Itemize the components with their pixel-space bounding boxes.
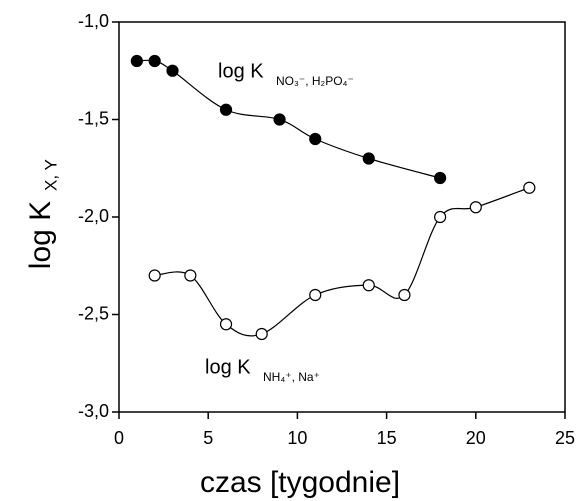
point [434, 210, 447, 224]
point [309, 288, 322, 302]
y-tick-label: -3,0 [78, 401, 109, 421]
x-tick-label: 5 [203, 428, 213, 448]
point [148, 54, 161, 68]
point [130, 54, 143, 68]
y-tick-label: -1,5 [78, 108, 109, 128]
annotation: log K [205, 356, 251, 378]
y-tick-label: -2,5 [78, 303, 109, 323]
point [434, 171, 447, 185]
point [166, 64, 179, 77]
annotation: log K [218, 60, 264, 82]
point [309, 132, 322, 146]
point [523, 181, 536, 194]
x-tick-label: 10 [287, 428, 307, 448]
annotation-subscript: NO₃⁻, H₂PO₄⁻ [276, 74, 354, 88]
point [255, 327, 268, 341]
y-axis-label-group: log K X, Y [24, 159, 61, 269]
y-tick-label: -1,0 [78, 11, 109, 31]
point [398, 288, 411, 302]
point [362, 279, 375, 292]
fit-line [154, 187, 530, 337]
x-tick-label: 20 [466, 428, 486, 448]
point [184, 269, 197, 282]
y-axis-label-subscript: X, Y [41, 159, 60, 191]
y-axis-label: log K [24, 201, 57, 269]
point [362, 152, 375, 165]
annotation-subscript: NH₄⁺, Na⁺ [263, 370, 320, 384]
point [219, 103, 233, 116]
x-tick-label: 15 [377, 428, 397, 448]
x-tick-label: 25 [555, 428, 575, 448]
x-tick-label: 0 [114, 428, 124, 448]
point [273, 113, 286, 126]
x-axis-label: czas [tygodnie] [200, 466, 400, 499]
point [219, 318, 233, 331]
point [148, 269, 161, 282]
point [469, 201, 482, 214]
y-tick-label: -2,0 [78, 206, 109, 226]
